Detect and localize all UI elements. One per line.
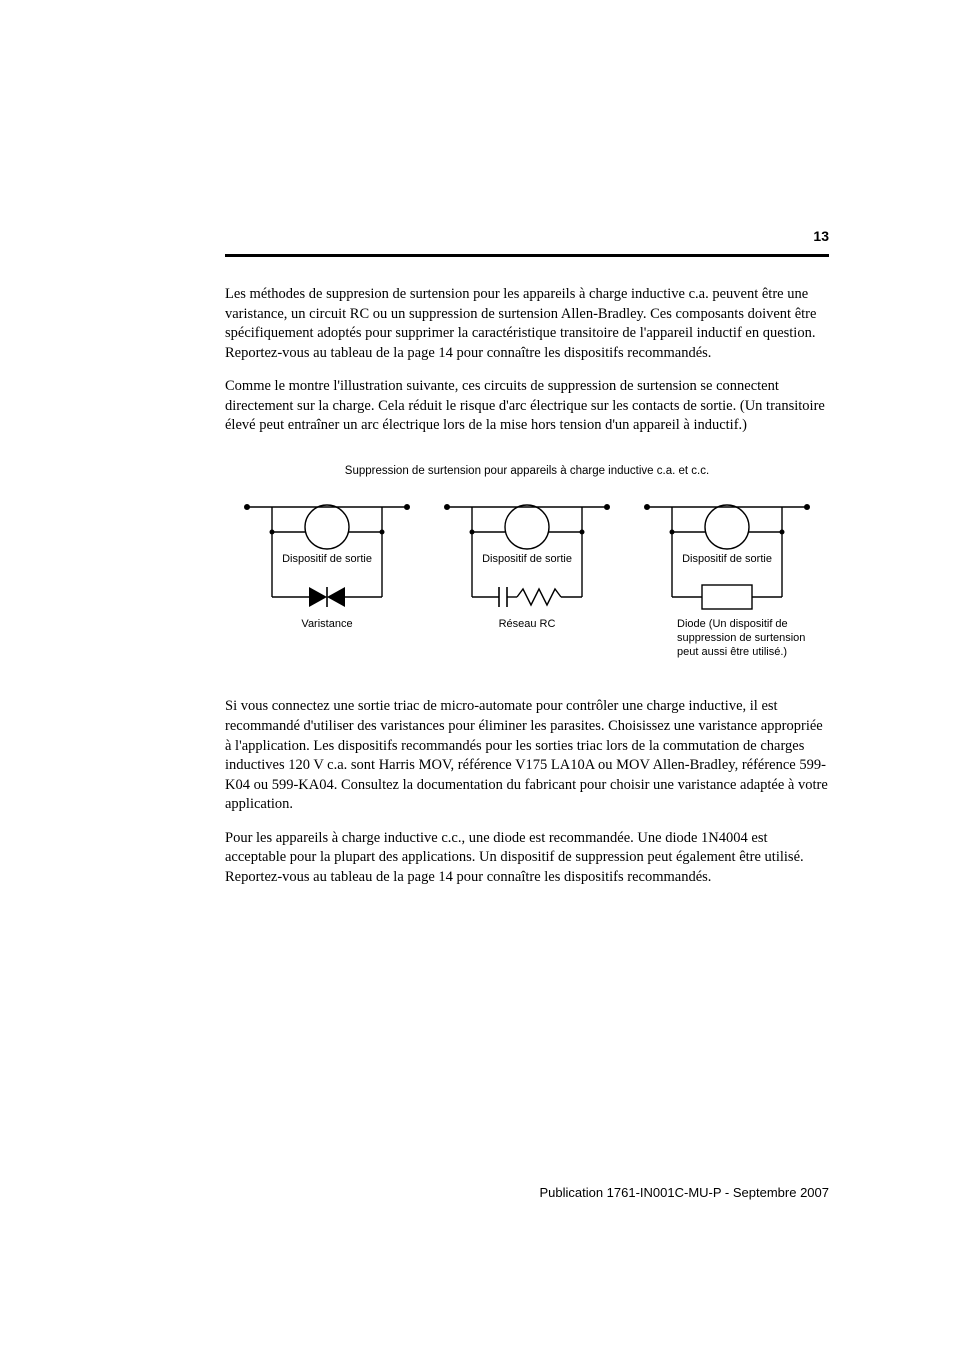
circuit-diode: Dispositif de sortie Diode (Un dispositi… [644,504,810,658]
suppressor-label-varistor: Varistance [301,618,352,630]
circuit-rc: Dispositif de sortie Réseau RC [444,504,610,630]
device-label-3: Dispositif de sortie [682,553,772,565]
body-text: Les méthodes de suppresion de surtension… [225,285,829,888]
document-page: 13 Les méthodes de suppresion de surtens… [0,0,954,1350]
page-number: 13 [813,228,829,244]
publication-footer: Publication 1761-IN001C-MU-P - Septembre… [539,1185,829,1200]
header-rule [225,254,829,257]
paragraph-1: Les méthodes de suppresion de surtension… [225,285,829,363]
figure-caption: Suppression de surtension pour appareils… [225,464,829,480]
device-label-1: Dispositif de sortie [282,553,372,565]
suppressor-label-rc: Réseau RC [499,618,556,630]
suppressor-label-diode-1: Diode (Un dispositif de [677,618,788,630]
suppressor-label-diode-3: peut aussi être utilisé.) [677,646,787,658]
paragraph-4: Pour les appareils à charge inductive c.… [225,829,829,888]
suppressor-label-diode-2: suppression de surtension [677,632,805,644]
paragraph-2: Comme le montre l'illustration suivante,… [225,377,829,436]
figure-surge-suppression: Suppression de surtension pour appareils… [225,464,829,678]
figure-diagram: Dispositif de sortie Varistance [227,487,827,677]
paragraph-3: Si vous connectez une sortie triac de mi… [225,697,829,814]
circuit-varistor: Dispositif de sortie Varistance [244,504,410,630]
device-label-2: Dispositif de sortie [482,553,572,565]
